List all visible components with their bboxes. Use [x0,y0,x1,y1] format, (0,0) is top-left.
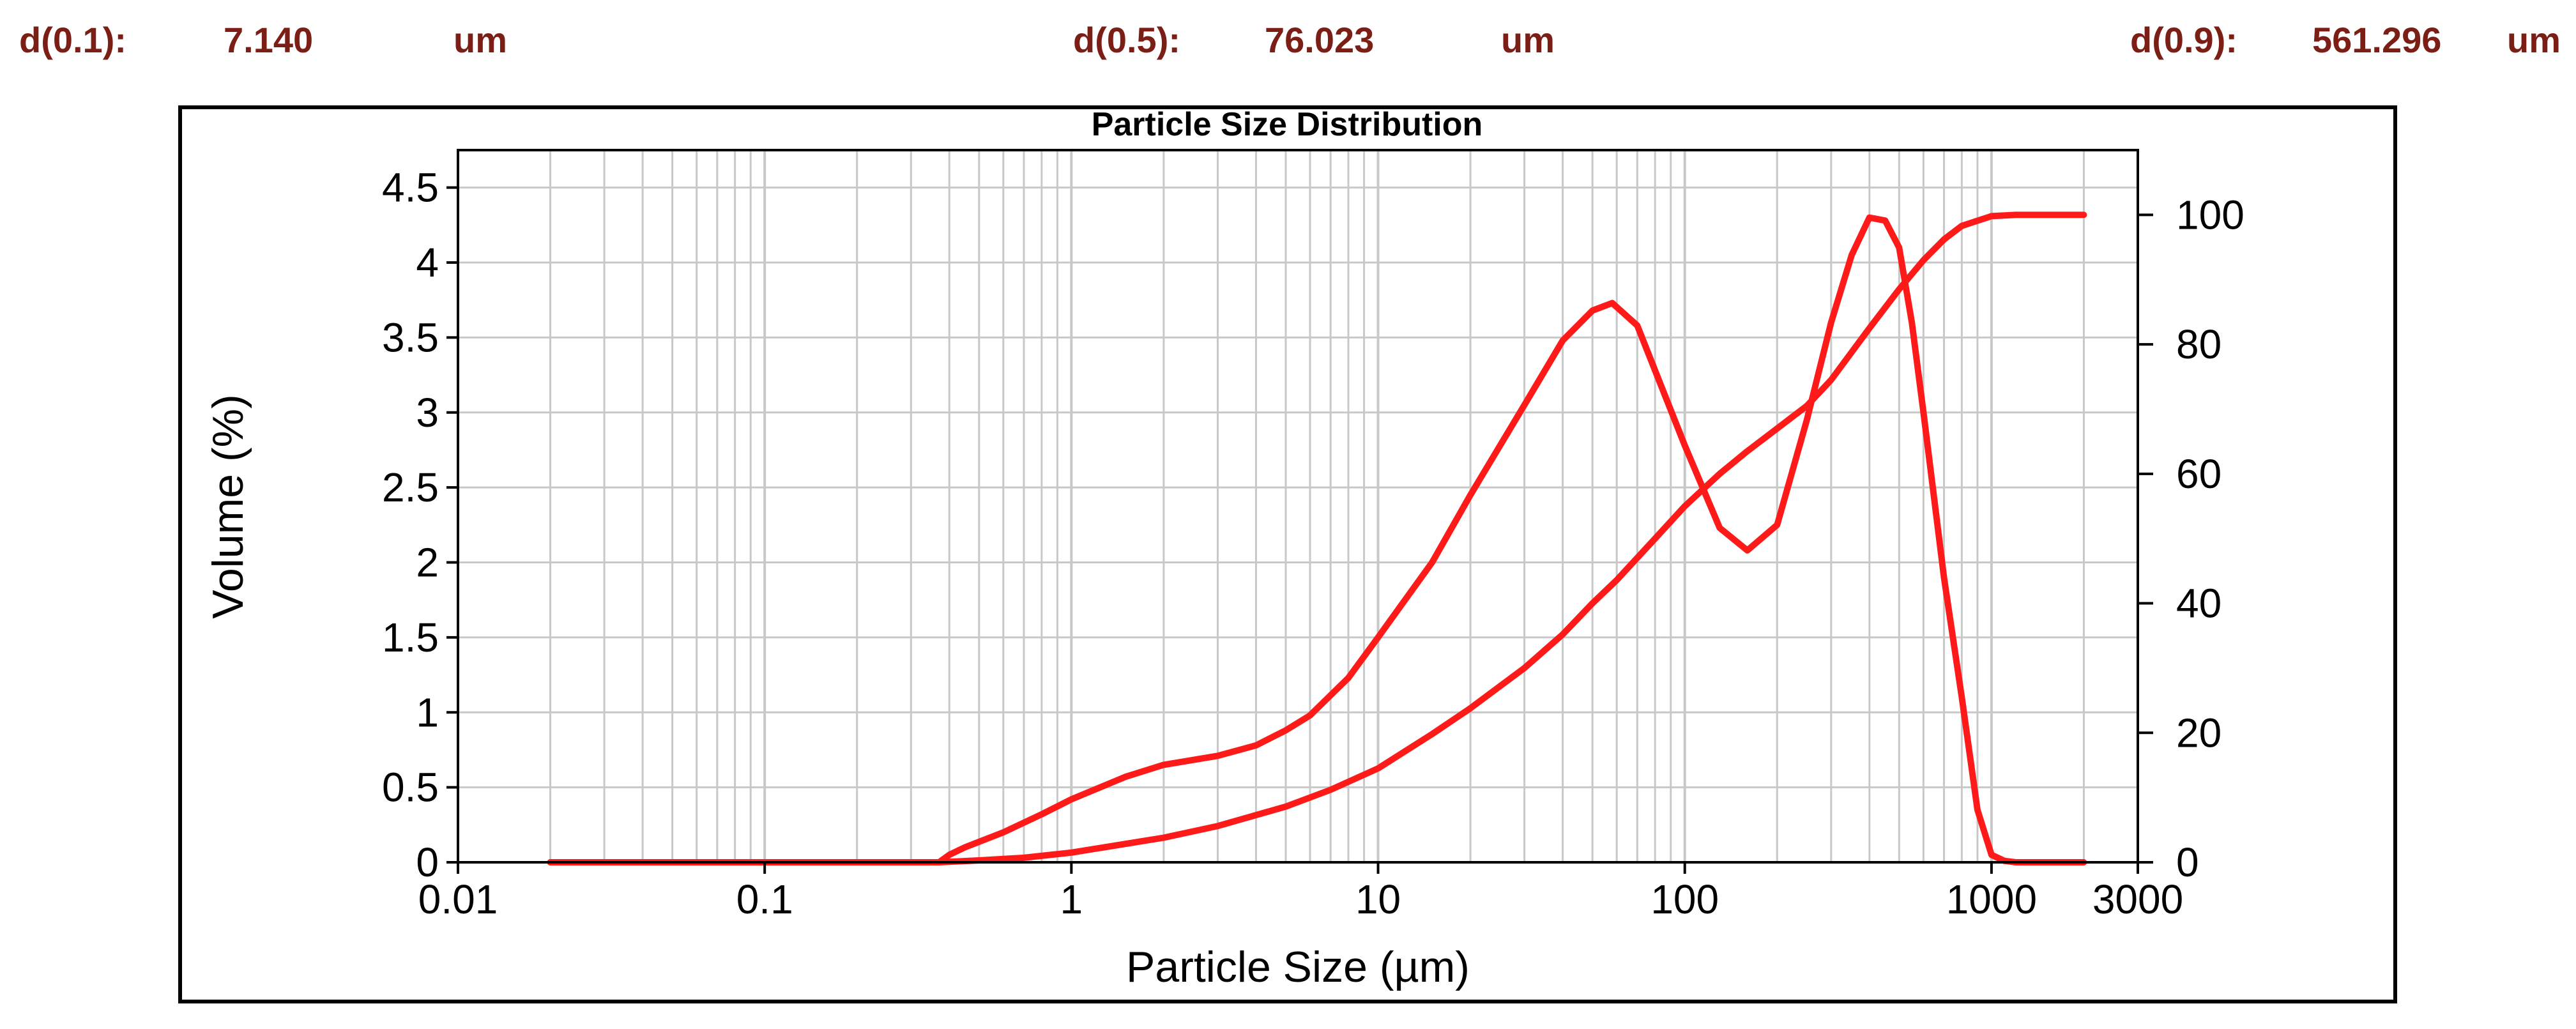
y-tick-label: 4 [416,240,439,286]
d10-unit: um [453,20,507,60]
y-axis-title: Volume (%) [204,394,252,618]
summary-stats: d(0.1): 7.140 um d(0.5): 76.023 um d(0.9… [0,0,2576,89]
plot-area [457,149,2139,864]
x-tick-label: 0.1 [736,876,793,922]
d50-unit: um [1501,20,1555,60]
d10-value: 7.140 [224,20,314,60]
y-tick-label: 0.5 [382,765,439,811]
y-tick-label: 0 [416,839,439,885]
y-axis-ticks: 0 0.5 1 1.5 2 2.5 3 3.5 4 4.5 [382,165,458,885]
y-tick-label: 3.5 [382,314,439,360]
y2-tick-label: 60 [2176,451,2222,497]
cumulative-volume-line [547,211,2087,865]
x-axis-title: Particle Size (µm) [1126,943,1470,991]
d10-label: d(0.1): [19,20,126,60]
series-lines [547,211,2087,865]
y-tick-label: 1 [416,689,439,735]
x-tick-label: 1 [1060,876,1083,922]
grid-lines [457,150,2139,864]
y2-tick-label: 40 [2176,581,2222,627]
x-tick-label: 0.01 [418,876,498,922]
d50-label: d(0.5): [1073,20,1180,60]
chart-title: Particle Size Distribution [1092,106,1483,143]
y-tick-label: 4.5 [382,165,439,211]
y2-tick-label: 100 [2176,192,2244,238]
chart-frame [178,105,2397,1003]
x-tick-label: 100 [1650,876,1719,922]
x-axis-ticks: 0.01 0.1 1 10 100 1000 3000 [418,862,2183,922]
x-tick-label: 10 [1355,876,1401,922]
volume-density-line [547,214,2087,865]
y-tick-label: 1.5 [382,614,439,660]
y-tick-label: 2.5 [382,464,439,510]
d90-value: 561.296 [2312,20,2442,60]
d90-label: d(0.9): [2130,20,2237,60]
x-tick-label: 3000 [2092,876,2183,922]
y-tick-label: 2 [416,540,439,586]
y2-tick-label: 80 [2176,321,2222,367]
y-tick-label: 3 [416,390,439,436]
d90-unit: um [2507,20,2561,60]
y2-tick-label: 0 [2176,839,2199,885]
y2-axis-ticks: 0 20 40 60 80 100 [2138,192,2244,885]
x-tick-label: 1000 [1946,876,2037,922]
d50-value: 76.023 [1265,20,1375,60]
y2-tick-label: 20 [2176,710,2222,756]
